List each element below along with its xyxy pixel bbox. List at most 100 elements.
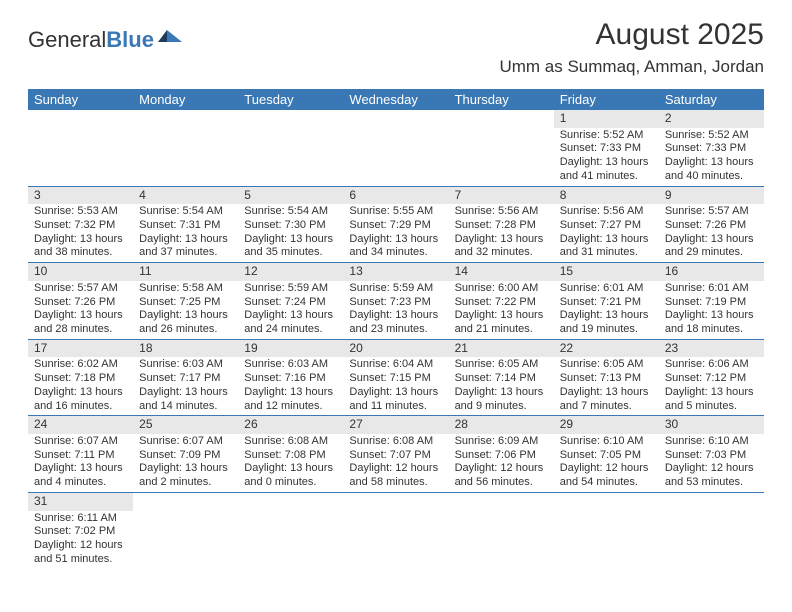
day-details: Sunrise: 5:53 AMSunset: 7:32 PMDaylight:…: [28, 204, 133, 262]
sunset-text: Sunset: 7:26 PM: [665, 219, 758, 233]
day-number: 4: [133, 187, 238, 205]
logo-text-1: General: [28, 27, 106, 53]
calendar-cell: 24Sunrise: 6:07 AMSunset: 7:11 PMDayligh…: [28, 416, 133, 493]
day-number: 29: [554, 416, 659, 434]
calendar-cell: 20Sunrise: 6:04 AMSunset: 7:15 PMDayligh…: [343, 339, 448, 416]
sunrise-text: Sunrise: 6:08 AM: [244, 435, 337, 449]
daylight-text: Daylight: 13 hours and 37 minutes.: [139, 233, 232, 261]
weekday-header: Friday: [554, 89, 659, 110]
daylight-text: Daylight: 12 hours and 51 minutes.: [34, 539, 127, 567]
sunset-text: Sunset: 7:12 PM: [665, 372, 758, 386]
calendar-cell: 27Sunrise: 6:08 AMSunset: 7:07 PMDayligh…: [343, 416, 448, 493]
sunrise-text: Sunrise: 5:54 AM: [139, 205, 232, 219]
calendar-cell: 8Sunrise: 5:56 AMSunset: 7:27 PMDaylight…: [554, 186, 659, 263]
calendar-cell: 6Sunrise: 5:55 AMSunset: 7:29 PMDaylight…: [343, 186, 448, 263]
day-details: Sunrise: 6:05 AMSunset: 7:13 PMDaylight:…: [554, 357, 659, 415]
day-number: 9: [659, 187, 764, 205]
calendar-week: 10Sunrise: 5:57 AMSunset: 7:26 PMDayligh…: [28, 263, 764, 340]
daylight-text: Daylight: 13 hours and 19 minutes.: [560, 309, 653, 337]
sunset-text: Sunset: 7:32 PM: [34, 219, 127, 233]
daylight-text: Daylight: 13 hours and 24 minutes.: [244, 309, 337, 337]
title-block: August 2025 Umm as Summaq, Amman, Jordan: [499, 18, 764, 85]
daylight-text: Daylight: 13 hours and 29 minutes.: [665, 233, 758, 261]
daylight-text: Daylight: 13 hours and 40 minutes.: [665, 156, 758, 184]
sunset-text: Sunset: 7:03 PM: [665, 449, 758, 463]
day-details: Sunrise: 6:06 AMSunset: 7:12 PMDaylight:…: [659, 357, 764, 415]
sunrise-text: Sunrise: 6:05 AM: [560, 358, 653, 372]
daylight-text: Daylight: 13 hours and 11 minutes.: [349, 386, 442, 414]
sunrise-text: Sunrise: 6:00 AM: [455, 282, 548, 296]
calendar-cell: [554, 492, 659, 568]
sunset-text: Sunset: 7:33 PM: [560, 142, 653, 156]
sunrise-text: Sunrise: 5:57 AM: [665, 205, 758, 219]
sunset-text: Sunset: 7:31 PM: [139, 219, 232, 233]
day-details: Sunrise: 6:10 AMSunset: 7:05 PMDaylight:…: [554, 434, 659, 492]
calendar-cell: 30Sunrise: 6:10 AMSunset: 7:03 PMDayligh…: [659, 416, 764, 493]
sunrise-text: Sunrise: 5:53 AM: [34, 205, 127, 219]
day-number: 2: [659, 110, 764, 128]
day-number: 26: [238, 416, 343, 434]
daylight-text: Daylight: 13 hours and 4 minutes.: [34, 462, 127, 490]
page-title: August 2025: [499, 18, 764, 51]
calendar-cell: 21Sunrise: 6:05 AMSunset: 7:14 PMDayligh…: [449, 339, 554, 416]
calendar-cell: 9Sunrise: 5:57 AMSunset: 7:26 PMDaylight…: [659, 186, 764, 263]
day-details: Sunrise: 5:52 AMSunset: 7:33 PMDaylight:…: [554, 128, 659, 186]
location-text: Umm as Summaq, Amman, Jordan: [499, 57, 764, 77]
calendar-body: 1Sunrise: 5:52 AMSunset: 7:33 PMDaylight…: [28, 110, 764, 569]
calendar-cell: [343, 110, 448, 186]
sunset-text: Sunset: 7:24 PM: [244, 296, 337, 310]
sunrise-text: Sunrise: 6:01 AM: [560, 282, 653, 296]
sunset-text: Sunset: 7:16 PM: [244, 372, 337, 386]
sunrise-text: Sunrise: 6:01 AM: [665, 282, 758, 296]
daylight-text: Daylight: 13 hours and 12 minutes.: [244, 386, 337, 414]
sunset-text: Sunset: 7:02 PM: [34, 525, 127, 539]
sunset-text: Sunset: 7:30 PM: [244, 219, 337, 233]
day-details: Sunrise: 6:08 AMSunset: 7:07 PMDaylight:…: [343, 434, 448, 492]
day-details: Sunrise: 6:08 AMSunset: 7:08 PMDaylight:…: [238, 434, 343, 492]
sunrise-text: Sunrise: 5:56 AM: [560, 205, 653, 219]
sunrise-text: Sunrise: 6:02 AM: [34, 358, 127, 372]
day-number: 13: [343, 263, 448, 281]
sunrise-text: Sunrise: 5:52 AM: [665, 129, 758, 143]
day-details: Sunrise: 5:56 AMSunset: 7:28 PMDaylight:…: [449, 204, 554, 262]
day-number: 18: [133, 340, 238, 358]
day-number: 1: [554, 110, 659, 128]
sunset-text: Sunset: 7:19 PM: [665, 296, 758, 310]
sunrise-text: Sunrise: 5:58 AM: [139, 282, 232, 296]
sunrise-text: Sunrise: 6:03 AM: [244, 358, 337, 372]
sunset-text: Sunset: 7:07 PM: [349, 449, 442, 463]
sunset-text: Sunset: 7:27 PM: [560, 219, 653, 233]
sunset-text: Sunset: 7:08 PM: [244, 449, 337, 463]
calendar-cell: 31Sunrise: 6:11 AMSunset: 7:02 PMDayligh…: [28, 492, 133, 568]
daylight-text: Daylight: 13 hours and 5 minutes.: [665, 386, 758, 414]
day-number: 24: [28, 416, 133, 434]
day-details: Sunrise: 6:07 AMSunset: 7:11 PMDaylight:…: [28, 434, 133, 492]
weekday-header: Wednesday: [343, 89, 448, 110]
day-number: 21: [449, 340, 554, 358]
calendar-cell: 28Sunrise: 6:09 AMSunset: 7:06 PMDayligh…: [449, 416, 554, 493]
calendar-cell: 17Sunrise: 6:02 AMSunset: 7:18 PMDayligh…: [28, 339, 133, 416]
calendar-week: 1Sunrise: 5:52 AMSunset: 7:33 PMDaylight…: [28, 110, 764, 186]
day-number: 14: [449, 263, 554, 281]
daylight-text: Daylight: 12 hours and 53 minutes.: [665, 462, 758, 490]
day-number: 27: [343, 416, 448, 434]
sunset-text: Sunset: 7:28 PM: [455, 219, 548, 233]
day-details: Sunrise: 6:01 AMSunset: 7:19 PMDaylight:…: [659, 281, 764, 339]
calendar-cell: 5Sunrise: 5:54 AMSunset: 7:30 PMDaylight…: [238, 186, 343, 263]
day-details: Sunrise: 5:54 AMSunset: 7:30 PMDaylight:…: [238, 204, 343, 262]
daylight-text: Daylight: 13 hours and 32 minutes.: [455, 233, 548, 261]
day-details: Sunrise: 5:58 AMSunset: 7:25 PMDaylight:…: [133, 281, 238, 339]
day-details: Sunrise: 6:02 AMSunset: 7:18 PMDaylight:…: [28, 357, 133, 415]
sunset-text: Sunset: 7:06 PM: [455, 449, 548, 463]
daylight-text: Daylight: 13 hours and 38 minutes.: [34, 233, 127, 261]
calendar-cell: 3Sunrise: 5:53 AMSunset: 7:32 PMDaylight…: [28, 186, 133, 263]
calendar-week: 31Sunrise: 6:11 AMSunset: 7:02 PMDayligh…: [28, 492, 764, 568]
sunrise-text: Sunrise: 5:56 AM: [455, 205, 548, 219]
sunrise-text: Sunrise: 6:04 AM: [349, 358, 442, 372]
day-number: 5: [238, 187, 343, 205]
sunset-text: Sunset: 7:17 PM: [139, 372, 232, 386]
calendar-cell: [449, 110, 554, 186]
weekday-header: Tuesday: [238, 89, 343, 110]
sunrise-text: Sunrise: 6:07 AM: [34, 435, 127, 449]
calendar-cell: 10Sunrise: 5:57 AMSunset: 7:26 PMDayligh…: [28, 263, 133, 340]
